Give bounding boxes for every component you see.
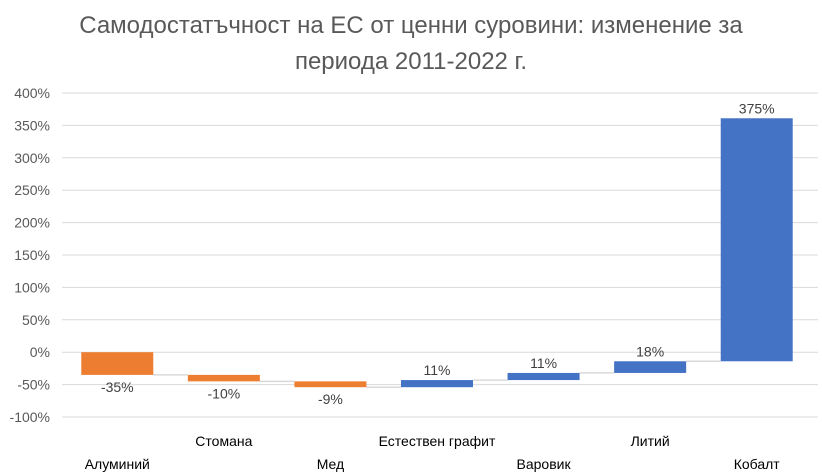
- chart-title-line-1: Самодостатъчност на ЕС от ценни суровини…: [79, 12, 743, 39]
- y-tick-label: 400%: [14, 85, 50, 101]
- data-label: 375%: [739, 100, 775, 116]
- y-tick-label: 50%: [22, 312, 50, 328]
- data-label: -10%: [208, 385, 241, 401]
- x-category-label: Алуминий: [85, 456, 150, 472]
- data-label: 18%: [636, 343, 664, 359]
- y-tick-label: -50%: [17, 377, 50, 393]
- data-label: -35%: [101, 379, 134, 395]
- y-tick-label: 350%: [14, 117, 50, 133]
- y-tick-label: 200%: [14, 215, 50, 231]
- y-tick-label: 300%: [14, 150, 50, 166]
- data-label: 11%: [424, 362, 451, 378]
- bar: [401, 380, 473, 388]
- x-category-label: Варовик: [517, 456, 572, 472]
- bar: [614, 361, 687, 373]
- bar: [507, 372, 580, 381]
- y-tick-label: 100%: [14, 279, 50, 295]
- chart-title: Самодостатъчност на ЕС от ценни суровини…: [0, 8, 822, 80]
- y-tick-label: 250%: [14, 182, 50, 198]
- bar: [187, 374, 260, 382]
- x-category-label: Мед: [317, 456, 344, 472]
- x-category-label: Естествен графит: [379, 433, 496, 449]
- x-category-label: Литий: [631, 433, 670, 449]
- chart-title-line-2: периода 2011-2022 г.: [294, 48, 528, 75]
- bar: [720, 118, 793, 362]
- bar: [294, 381, 367, 388]
- data-label: 11%: [530, 355, 557, 371]
- x-category-label: Кобалт: [734, 456, 781, 472]
- y-tick-label: 150%: [14, 247, 50, 263]
- data-label: -9%: [318, 391, 343, 407]
- x-category-label: Стомана: [195, 433, 252, 449]
- y-tick-label: -100%: [10, 409, 50, 425]
- y-tick-label: 0%: [30, 344, 50, 360]
- bar: [81, 352, 154, 375]
